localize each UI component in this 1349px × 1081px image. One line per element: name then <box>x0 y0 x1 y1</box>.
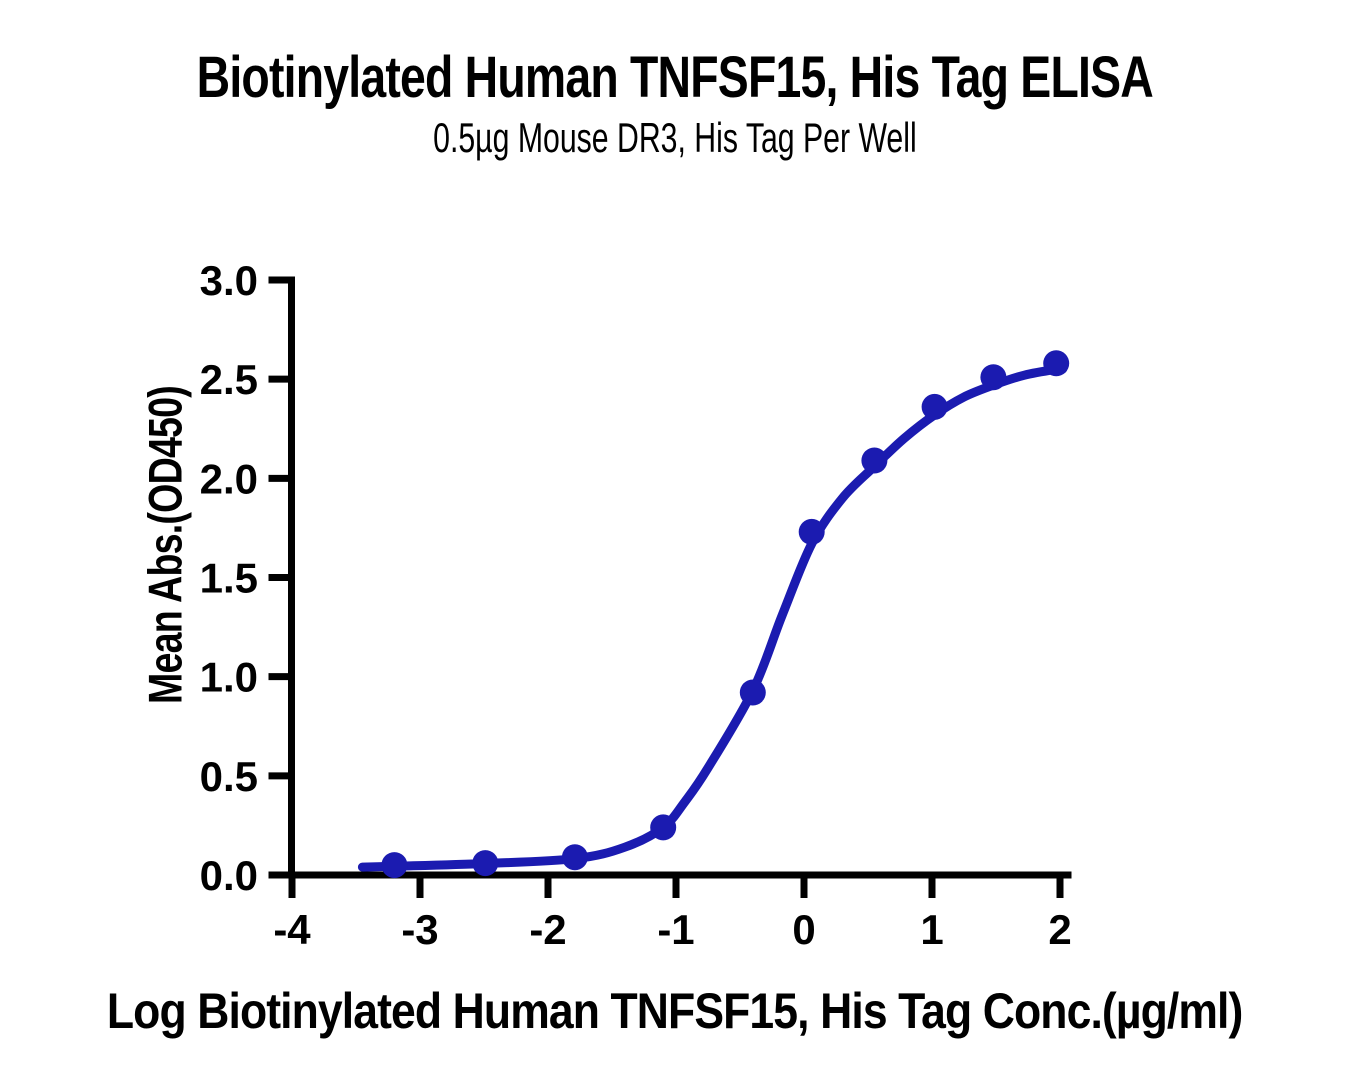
y-tick-label: 0.0 <box>200 852 258 899</box>
data-point-marker <box>561 844 588 871</box>
data-point-marker <box>650 814 677 841</box>
data-point-marker <box>798 518 825 545</box>
x-tick-label: -2 <box>529 906 566 953</box>
fit-curve <box>357 364 1068 872</box>
x-tick-label: 2 <box>1048 906 1071 953</box>
chart-subtitle: 0.5µg Mouse DR3, His Tag Per Well <box>433 114 917 161</box>
y-tick-label: 1.0 <box>200 654 258 701</box>
data-point-marker <box>1043 350 1070 377</box>
data-point-marker <box>739 679 766 706</box>
data-point-marker <box>472 850 499 877</box>
y-tick-label: 1.5 <box>200 555 258 602</box>
x-tick-label: 1 <box>920 906 943 953</box>
y-tick-label: 2.5 <box>200 356 258 403</box>
x-tick-label: -1 <box>657 906 694 953</box>
x-tick-label: -3 <box>401 906 438 953</box>
y-tick-label: 3.0 <box>200 257 258 304</box>
chart-title: Biotinylated Human TNFSF15, His Tag ELIS… <box>196 45 1154 110</box>
y-axis-title: Mean Abs.(OD450) <box>138 385 192 705</box>
data-point-marker <box>381 852 408 879</box>
data-point-marker <box>921 393 948 420</box>
y-tick-label: 2.0 <box>200 455 258 502</box>
y-tick-label: 0.5 <box>200 753 258 800</box>
data-point-marker <box>980 364 1007 391</box>
x-tick-label: 0 <box>792 906 815 953</box>
x-tick-label: -4 <box>273 906 311 953</box>
data-point-marker <box>861 447 888 474</box>
x-axis-title: Log Biotinylated Human TNFSF15, His Tag … <box>106 983 1243 1039</box>
